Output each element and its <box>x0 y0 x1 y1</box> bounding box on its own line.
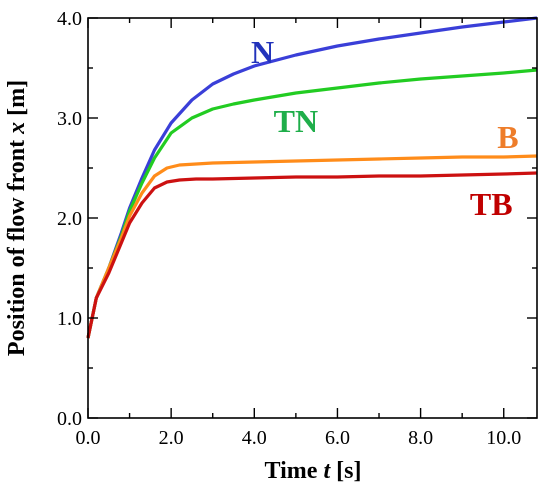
x-tick-label: 4.0 <box>242 427 267 449</box>
series-label-b: B <box>497 119 518 155</box>
y-tick-label: 0.0 <box>57 408 82 430</box>
y-tick-label: 1.0 <box>57 308 82 330</box>
x-tick-label: 10.0 <box>486 427 521 449</box>
x-tick-label: 6.0 <box>325 427 350 449</box>
axis-ticks <box>87 17 537 419</box>
y-tick-label: 3.0 <box>57 108 82 130</box>
series-label-n: N <box>251 34 274 70</box>
series-label-tb: TB <box>470 186 513 222</box>
y-tick-label: 4.0 <box>57 8 82 30</box>
x-tick-label: 8.0 <box>408 427 433 449</box>
plot-lines <box>86 16 538 339</box>
y-axis-title: Position of flow front x [m] <box>4 80 30 356</box>
x-tick-label: 2.0 <box>159 427 184 449</box>
x-axis-title: Time t [s] <box>265 458 362 484</box>
series-line-tb <box>86 171 538 339</box>
y-tick-label: 2.0 <box>57 208 82 230</box>
x-tick-label: 0.0 <box>76 427 101 449</box>
series-line-b <box>86 154 538 339</box>
series-label-tn: TN <box>274 103 318 139</box>
axis-tick-labels: 0.0 2.0 4.0 6.0 8.0 10.0 0.0 1.0 2.0 3.0 4.0 <box>57 8 521 449</box>
series-labels: NTN B TB <box>251 34 519 222</box>
